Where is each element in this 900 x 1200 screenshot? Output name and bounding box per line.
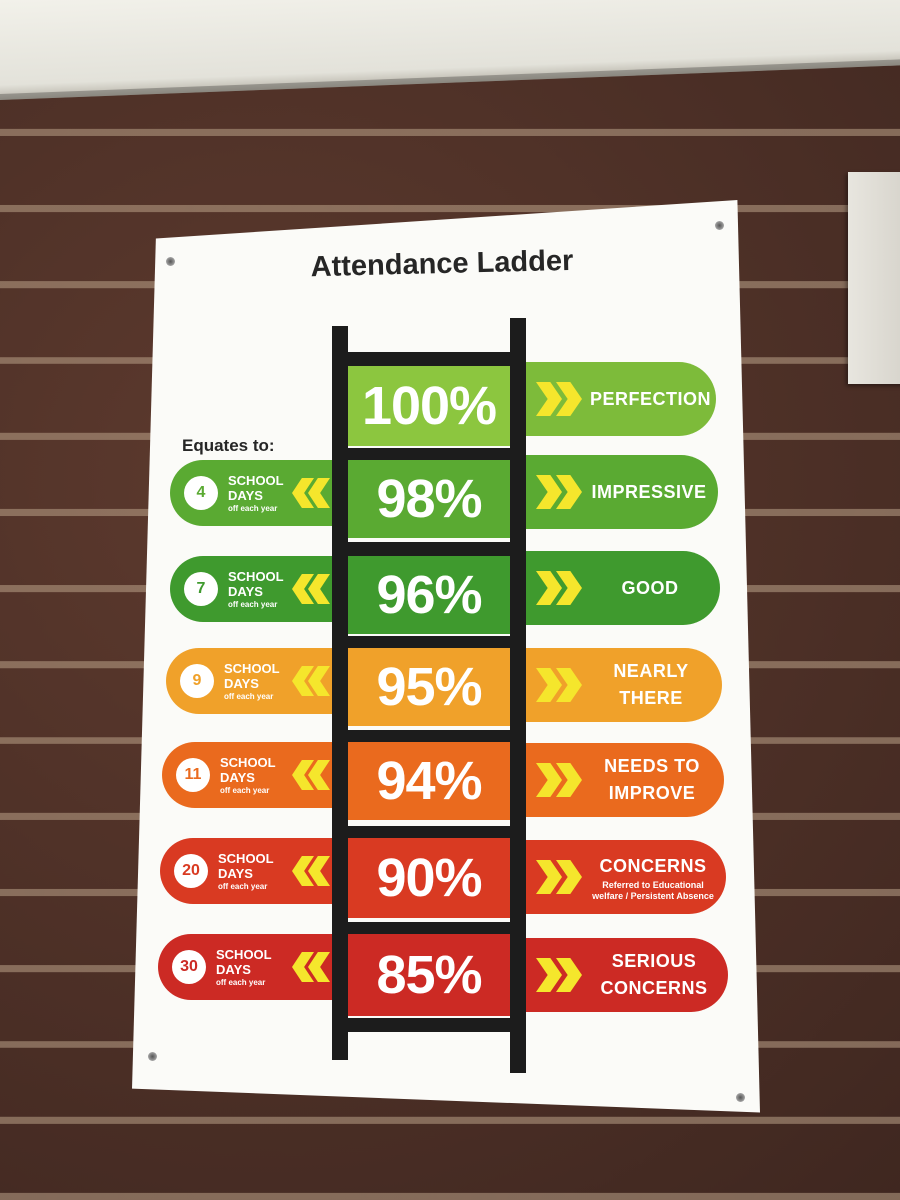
per-year-text: off each year [228,503,278,513]
status-label: IMPRESSIVE [591,481,707,502]
school-word: SCHOOL [216,946,272,962]
school-word: SCHOOL [220,754,276,770]
chevron-left-icon [292,478,330,508]
wall-soffit-board [0,0,900,100]
days-word: DAYS [228,487,263,503]
chevron-left-icon [292,666,330,696]
screw-icon [148,1052,157,1061]
chevron-left-icon [292,574,330,604]
days-off-pill: 30 SCHOOL DAYS off each year [158,934,332,1000]
days-count: 9 [180,664,214,698]
screw-icon [166,257,175,266]
percent-box: 98% [348,460,510,538]
chevron-right-icon [536,475,582,509]
status-label-line2: THERE [619,688,683,708]
chevron-right-icon [536,958,582,992]
percent-box: 96% [348,556,510,634]
days-count: 11 [176,758,210,792]
percent-box: 94% [348,742,510,820]
ladder-rung [334,1018,524,1032]
days-count: 4 [184,476,218,510]
days-word: DAYS [228,583,263,599]
per-year-text: off each year [220,785,270,795]
status-label-pill: NEEDS TO IMPROVE [526,743,724,817]
wall-side-plate [848,172,900,384]
percent-box: 100% [348,366,510,446]
status-label: SERIOUS [611,951,697,971]
status-label-pill: GOOD [526,551,720,625]
status-label-pill: CONCERNS Referred to Educational welfare… [526,840,726,914]
days-word: DAYS [216,961,251,977]
chevron-right-icon [536,668,582,702]
days-count: 7 [184,572,218,606]
equates-label: Equates to: [182,436,275,455]
per-year-text: off each year [224,691,274,701]
school-word: SCHOOL [228,472,284,488]
status-label-line2: IMPROVE [608,783,696,803]
status-label-pill: IMPRESSIVE [526,455,718,529]
per-year-text: off each year [218,881,268,891]
screw-icon [715,221,724,230]
school-word: SCHOOL [218,850,274,866]
days-count: 20 [174,854,208,888]
days-off-pill: 4 SCHOOL DAYS off each year [170,460,332,526]
days-off-pill: 7 SCHOOL DAYS off each year [170,556,332,622]
days-word: DAYS [224,675,259,691]
chevron-right-icon [536,860,582,894]
ladder-rung [334,922,524,936]
days-word: DAYS [220,769,255,785]
ladder-rung [334,730,524,744]
chevron-right-icon [536,382,582,416]
status-label: NEARLY [613,661,689,681]
ladder-left-rail [332,326,348,1060]
school-word: SCHOOL [228,568,284,584]
status-label: NEEDS TO [604,756,700,776]
days-off-pill: 11 SCHOOL DAYS off each year [162,742,332,808]
ladder-right-rail [510,318,526,1073]
per-year-text: off each year [216,977,266,987]
ladder-rung [334,448,524,462]
status-label-pill: PERFECTION [526,362,716,436]
chevron-left-icon [292,856,330,886]
ladder-rung [334,636,524,650]
per-year-text: off each year [228,599,278,609]
days-off-pill: 20 SCHOOL DAYS off each year [160,838,332,904]
percent-box: 90% [348,838,510,918]
status-label-pill: NEARLY THERE [526,648,722,722]
days-word: DAYS [218,865,253,881]
school-word: SCHOOL [224,660,280,676]
days-count: 30 [172,950,206,984]
chevron-right-icon [536,763,582,797]
chevron-left-icon [292,760,330,790]
status-label: PERFECTION [590,388,712,409]
chevron-right-icon [536,571,582,605]
status-label-pill: SERIOUS CONCERNS [526,938,728,1012]
status-label-line2: CONCERNS [600,978,708,998]
ladder-rung [334,542,524,556]
percent-box: 85% [348,934,510,1016]
chevron-left-icon [292,952,330,982]
screw-icon [736,1093,745,1102]
status-label: GOOD [621,577,679,598]
ladder-rung [334,352,524,366]
status-sublabel: Referred to Educational welfare / Persis… [592,879,714,901]
percent-box: 95% [348,648,510,726]
status-label: CONCERNS [599,855,707,876]
ladder-rung [334,826,524,840]
days-off-pill: 9 SCHOOL DAYS off each year [166,648,332,714]
